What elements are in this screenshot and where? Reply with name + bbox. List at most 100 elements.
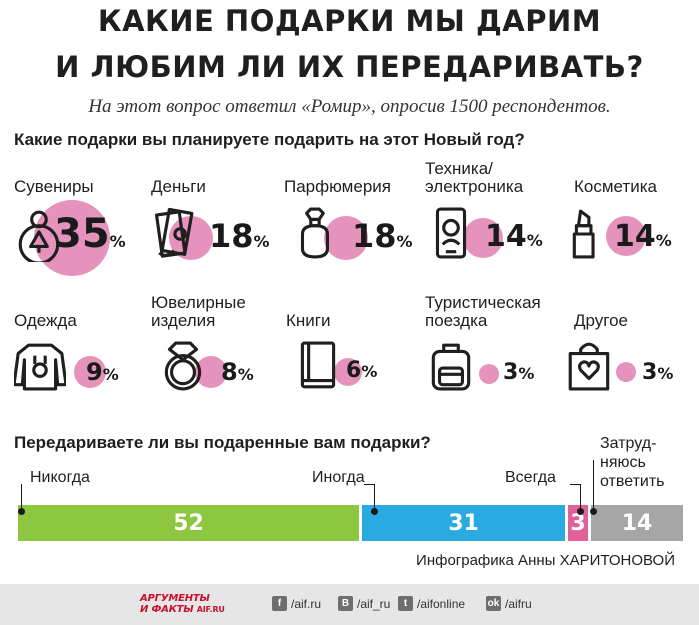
logo-line-1: АРГУМЕНТЫ xyxy=(140,593,210,604)
social-link[interactable]: f/aif.ru xyxy=(272,596,321,611)
gift-value: 35% xyxy=(54,214,126,254)
bar-leader-dot xyxy=(371,508,378,515)
gift-item: Косметика 14% xyxy=(572,177,699,298)
perfume-icon xyxy=(300,207,329,259)
gift-item: Туристическая поездка 3% xyxy=(425,294,565,432)
logo-site: AIF.RU xyxy=(196,605,225,614)
credit: Инфографика Анны ХАРИТОНОВОЙ xyxy=(416,552,675,569)
gift-value-unit: % xyxy=(396,232,413,251)
gift-item: Одежда 9% xyxy=(14,312,154,432)
bar-segment: 3 xyxy=(568,505,588,541)
gift-label: Ювелирные изделия xyxy=(151,293,246,330)
smartphone-icon xyxy=(435,207,467,259)
bar-leader-line-h xyxy=(570,484,580,485)
bar-category-label: Затруд-няюсь ответить xyxy=(600,435,665,490)
gift-value: 18% xyxy=(352,220,413,252)
gift-value: 3% xyxy=(503,362,534,384)
facebook-icon: f xyxy=(272,596,287,611)
gift-value: 14% xyxy=(485,222,543,252)
regift-question: Передариваете ли вы подаренные вам подар… xyxy=(14,433,431,452)
bar-leader-line xyxy=(374,484,375,511)
twitter-icon: t xyxy=(398,596,413,611)
gift-value-number: 8 xyxy=(221,358,238,386)
gift-value-unit: % xyxy=(518,364,535,383)
gift-value: 6% xyxy=(346,360,377,382)
gift-label: Другое xyxy=(574,311,629,330)
social-link[interactable]: В/aif_ru xyxy=(338,596,390,611)
gift-value-unit: % xyxy=(102,365,119,384)
gift-value-number: 18 xyxy=(209,217,254,255)
gift-value-number: 6 xyxy=(346,358,362,383)
bar-leader-line-h xyxy=(364,484,374,485)
gift-bag-icon xyxy=(568,342,610,391)
social-link[interactable]: t/aifonline xyxy=(398,596,465,611)
gift-label: Парфюмерия xyxy=(284,177,391,196)
gift-item: Сувениры 35% xyxy=(14,178,154,298)
gift-value-number: 9 xyxy=(86,358,103,386)
ring-icon xyxy=(164,341,202,391)
logo-line-2: И ФАКТЫ xyxy=(140,604,194,615)
money-icon xyxy=(154,207,194,258)
gift-item: Книги 6% xyxy=(286,312,426,432)
social-link-label: /aifru xyxy=(505,596,532,611)
footer: АРГУМЕНТЫ И ФАКТЫ AIF.RU f/aif.ru В/aif_r… xyxy=(0,584,699,625)
bar-leader-line xyxy=(21,484,22,511)
gift-bubble xyxy=(74,356,106,388)
odnoklassniki-icon: ok xyxy=(486,596,501,611)
gift-item: Деньги 18% xyxy=(151,178,291,298)
gift-label: Туристическая поездка xyxy=(425,293,541,330)
gift-bubble xyxy=(616,362,636,382)
gift-value: 9% xyxy=(86,360,119,384)
gift-value-unit: % xyxy=(657,364,674,383)
lipstick-icon xyxy=(572,209,595,259)
gift-label: Книги xyxy=(286,311,331,330)
gift-label: Деньги xyxy=(151,177,206,196)
aif-logo[interactable]: АРГУМЕНТЫ И ФАКТЫ AIF.RU xyxy=(140,593,270,617)
bar-leader-line xyxy=(580,484,581,511)
gift-value-unit: % xyxy=(655,231,672,250)
gift-value-number: 3 xyxy=(503,360,519,385)
bar-category-label: Никогда xyxy=(30,469,90,486)
gift-value-unit: % xyxy=(109,232,126,251)
subtitle: На этот вопрос ответил «Ромир», опросив … xyxy=(88,96,611,117)
gift-value: 8% xyxy=(221,360,254,384)
book-icon xyxy=(300,341,336,389)
bar-segment: 14 xyxy=(591,505,683,541)
title-line-2: и любим ли их передаривать? xyxy=(55,50,644,84)
social-link[interactable]: ok/aifru xyxy=(486,596,532,611)
gift-bubble xyxy=(479,364,499,384)
gift-bubble xyxy=(606,216,646,256)
gift-value: 14% xyxy=(614,222,672,252)
bar-leader-dot xyxy=(590,508,597,515)
gift-bubble xyxy=(463,218,503,258)
gift-item: Парфюмерия 18% xyxy=(284,178,424,298)
gift-label: Одежда xyxy=(14,311,77,330)
social-link-label: /aif_ru xyxy=(357,596,391,611)
gift-value-unit: % xyxy=(237,365,254,384)
gift-bubble xyxy=(324,216,368,260)
souvenir-ornament-icon xyxy=(18,210,60,262)
social-link-label: /aif.ru xyxy=(291,596,322,611)
gift-value-number: 18 xyxy=(352,217,397,255)
gift-value-number: 14 xyxy=(485,219,527,254)
sweater-icon xyxy=(14,343,66,391)
gift-item: Техника/электроника 14% xyxy=(425,160,565,298)
bar-category-label: Всегда xyxy=(505,469,556,486)
backpack-icon xyxy=(431,343,471,391)
gift-item: Ювелирные изделия 8% xyxy=(151,294,291,432)
bar-category-label: Иногда xyxy=(312,469,365,486)
gift-value-number: 3 xyxy=(642,360,658,385)
gift-bubble xyxy=(334,358,362,386)
gift-value: 18% xyxy=(209,220,270,252)
gift-question: Какие подарки вы планируете подарить на … xyxy=(14,130,525,149)
gift-item: Другое 3% xyxy=(568,311,699,432)
gift-label: Косметика xyxy=(574,177,657,196)
gift-label: Техника/электроника xyxy=(425,159,524,196)
gift-bubble xyxy=(34,200,110,276)
gift-value-number: 35 xyxy=(54,211,110,257)
vk-icon: В xyxy=(338,596,353,611)
gift-value: 3% xyxy=(642,362,673,384)
title-line-1: Какие подарки мы дарим xyxy=(97,4,602,38)
gift-label: Сувениры xyxy=(14,177,94,196)
bar-leader-dot xyxy=(577,508,584,515)
